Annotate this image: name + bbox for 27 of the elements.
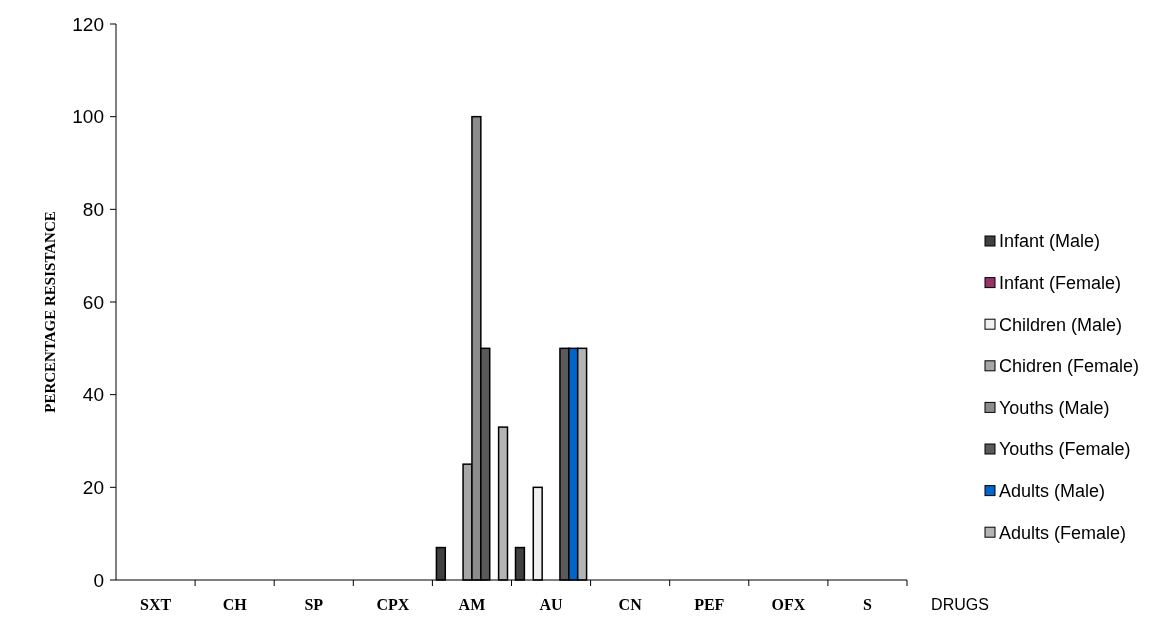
x-tick-label: SXT <box>139 596 172 613</box>
y-tick-label: 80 <box>82 198 104 220</box>
y-tick-label: 120 <box>72 13 104 35</box>
x-tick-label: AU <box>539 596 564 613</box>
x-tick-label: S <box>863 596 872 613</box>
legend-label: Children (Male) <box>999 314 1123 335</box>
y-tick-label: 0 <box>93 569 104 591</box>
y-tick-label: 40 <box>82 384 104 406</box>
x-tick-label: CH <box>222 596 248 613</box>
x-tick-label: SP <box>304 596 324 613</box>
legend-label: Infant (Female) <box>999 272 1122 293</box>
y-tick-label: 100 <box>72 106 104 128</box>
y-tick-label: 60 <box>82 291 104 313</box>
x-axis-title: DRUGS <box>931 596 989 613</box>
legend-label: Youths (Female) <box>999 439 1131 460</box>
legend-label: Chidren (Female) <box>999 356 1140 377</box>
x-tick-label: AM <box>458 596 486 613</box>
x-tick-label: PEF <box>694 596 725 613</box>
y-axis-title: PERCENTAGE RESISTANCE <box>42 211 58 413</box>
y-tick-label: 20 <box>82 476 104 498</box>
x-tick-label: CPX <box>376 596 410 613</box>
legend-label: Youths (Male) <box>999 397 1110 418</box>
x-tick-label: CN <box>618 596 643 613</box>
legend-label: Adults (Male) <box>999 480 1106 501</box>
legend-label: Infant (Male) <box>999 231 1101 252</box>
x-tick-label: OFX <box>771 596 806 613</box>
legend-label: Adults (Female) <box>999 522 1127 543</box>
